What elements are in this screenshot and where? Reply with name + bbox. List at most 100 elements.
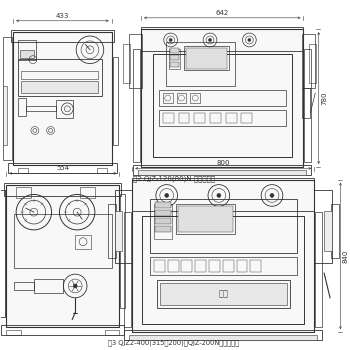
Bar <box>176 204 234 234</box>
Bar <box>168 260 179 272</box>
Text: 840: 840 <box>343 249 349 262</box>
Bar <box>120 195 125 308</box>
Bar <box>142 216 304 324</box>
Bar <box>169 49 181 69</box>
Bar <box>6 184 119 327</box>
Bar <box>141 27 303 51</box>
Bar <box>155 226 171 232</box>
Bar <box>195 260 206 272</box>
Text: 800: 800 <box>217 160 230 166</box>
Text: 图2 QJZ-120(80)N 外形尺寸图: 图2 QJZ-120(80)N 外形尺寸图 <box>133 176 215 182</box>
Bar <box>124 330 322 340</box>
Circle shape <box>165 194 169 197</box>
Bar <box>75 235 91 248</box>
Text: 433: 433 <box>56 13 69 19</box>
Bar <box>184 46 229 70</box>
Bar <box>302 88 310 118</box>
Bar <box>18 40 36 60</box>
Text: 铭牌: 铭牌 <box>218 289 228 298</box>
Bar <box>13 32 112 165</box>
Bar <box>124 44 130 83</box>
Bar <box>18 168 28 173</box>
Bar <box>154 260 165 272</box>
Bar <box>160 283 287 304</box>
Bar <box>4 183 121 196</box>
Bar <box>150 258 296 275</box>
Bar <box>157 280 290 308</box>
Bar <box>4 37 12 160</box>
Bar <box>1 326 124 335</box>
Bar <box>34 279 63 293</box>
Circle shape <box>217 194 221 197</box>
Bar <box>133 165 312 175</box>
Bar <box>187 48 227 69</box>
Bar <box>80 187 95 198</box>
Text: 780: 780 <box>321 91 327 105</box>
Bar <box>129 335 317 340</box>
Bar <box>226 113 237 122</box>
Bar <box>170 62 180 66</box>
Bar <box>0 190 5 317</box>
Bar <box>176 93 187 103</box>
Bar <box>241 113 252 122</box>
Bar <box>14 282 34 290</box>
Bar <box>6 330 21 335</box>
Bar <box>150 199 296 253</box>
Circle shape <box>73 284 77 288</box>
Bar <box>18 59 102 96</box>
Circle shape <box>248 38 251 41</box>
Bar <box>159 90 286 106</box>
Bar <box>8 163 117 173</box>
Bar <box>177 206 233 232</box>
Bar <box>210 113 221 122</box>
Bar <box>14 214 112 268</box>
Bar <box>138 170 307 175</box>
Bar <box>155 202 171 208</box>
Bar <box>163 93 173 103</box>
Bar <box>223 260 233 272</box>
Bar <box>163 113 174 122</box>
Bar <box>170 48 180 53</box>
Bar <box>105 330 119 335</box>
Bar <box>113 57 118 145</box>
Text: 图3 QJZ2-400(315、200)、QJZ-200N外形尺寸图: 图3 QJZ2-400(315、200)、QJZ-200N外形尺寸图 <box>108 339 239 346</box>
Bar <box>108 204 116 258</box>
Bar <box>26 106 56 111</box>
Bar <box>302 34 315 88</box>
Bar <box>18 98 26 116</box>
Bar <box>194 113 205 122</box>
Bar <box>20 50 34 58</box>
Bar <box>159 110 286 126</box>
Bar <box>97 168 107 173</box>
Bar <box>56 100 73 118</box>
Bar <box>4 86 7 145</box>
Bar <box>181 260 192 272</box>
Bar <box>190 93 200 103</box>
Bar <box>237 260 247 272</box>
Bar <box>178 113 189 122</box>
Bar <box>21 71 98 79</box>
Text: 642: 642 <box>216 10 229 16</box>
Bar <box>153 54 292 157</box>
Bar <box>114 190 132 263</box>
Bar <box>324 211 332 251</box>
Bar <box>154 204 172 239</box>
Bar <box>21 81 98 93</box>
Bar <box>155 210 171 216</box>
Bar <box>114 211 122 251</box>
Bar <box>132 180 314 332</box>
Bar <box>16 187 31 198</box>
Text: 554: 554 <box>56 165 69 172</box>
Bar <box>166 42 234 86</box>
Bar <box>315 212 322 327</box>
Bar <box>141 29 303 167</box>
Bar <box>132 178 314 211</box>
Circle shape <box>169 38 172 41</box>
Bar <box>309 44 316 83</box>
Bar <box>124 212 131 327</box>
Bar <box>11 30 113 42</box>
Bar <box>314 190 332 263</box>
Bar <box>250 260 261 272</box>
Circle shape <box>270 194 274 197</box>
Circle shape <box>209 38 211 41</box>
